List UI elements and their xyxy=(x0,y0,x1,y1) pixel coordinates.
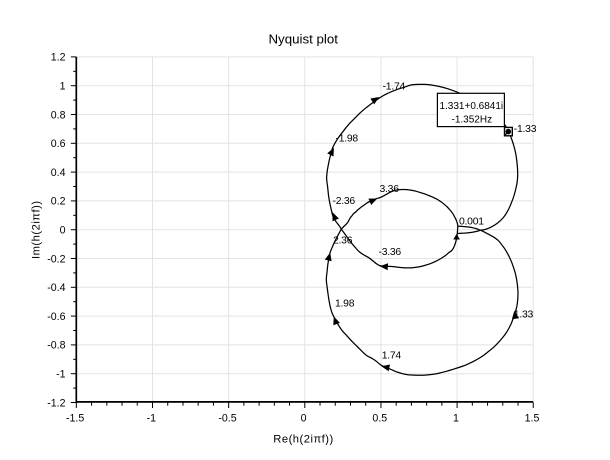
svg-text:-1.33: -1.33 xyxy=(514,124,537,135)
svg-text:3.36: 3.36 xyxy=(380,184,400,195)
svg-text:-1: -1 xyxy=(56,369,66,381)
svg-text:1.98: 1.98 xyxy=(335,299,355,310)
svg-text:0.8: 0.8 xyxy=(51,109,66,121)
svg-text:-0.6: -0.6 xyxy=(47,311,65,323)
svg-text:1.5: 1.5 xyxy=(525,412,540,424)
svg-text:-1.74: -1.74 xyxy=(383,82,406,93)
svg-text:1.74: 1.74 xyxy=(382,350,402,361)
svg-text:0: 0 xyxy=(301,412,307,424)
svg-text:0.6: 0.6 xyxy=(51,138,66,150)
svg-text:0.4: 0.4 xyxy=(51,167,66,179)
svg-text:1.33: 1.33 xyxy=(514,310,534,321)
svg-text:Re(h(2iπf)): Re(h(2iπf)) xyxy=(273,433,333,445)
svg-text:-1.98: -1.98 xyxy=(336,133,359,144)
svg-text:-0.2: -0.2 xyxy=(47,253,65,265)
svg-text:-3.36: -3.36 xyxy=(379,247,402,258)
svg-text:-1.352Hz: -1.352Hz xyxy=(452,115,493,126)
svg-text:-0.5: -0.5 xyxy=(218,412,236,424)
svg-text:2.36: 2.36 xyxy=(333,236,353,247)
svg-text:-1: -1 xyxy=(147,412,157,424)
svg-text:-0.8: -0.8 xyxy=(47,340,65,352)
svg-text:-1.2: -1.2 xyxy=(47,397,65,409)
svg-text:1: 1 xyxy=(60,81,66,93)
svg-text:0.001: 0.001 xyxy=(459,216,484,227)
svg-text:1.2: 1.2 xyxy=(51,52,66,64)
svg-text:-2.36: -2.36 xyxy=(333,196,356,207)
svg-text:-1.5: -1.5 xyxy=(66,412,84,424)
svg-text:0.5: 0.5 xyxy=(372,412,387,424)
svg-text:0: 0 xyxy=(60,225,66,237)
svg-text:Im(h(2iπf)): Im(h(2iπf)) xyxy=(30,200,42,259)
svg-text:0.2: 0.2 xyxy=(51,196,66,208)
svg-text:1: 1 xyxy=(453,412,459,424)
svg-text:Nyquist plot: Nyquist plot xyxy=(268,31,338,46)
svg-text:1.331+0.6841i: 1.331+0.6841i xyxy=(439,101,503,112)
svg-text:-0.4: -0.4 xyxy=(47,282,65,294)
